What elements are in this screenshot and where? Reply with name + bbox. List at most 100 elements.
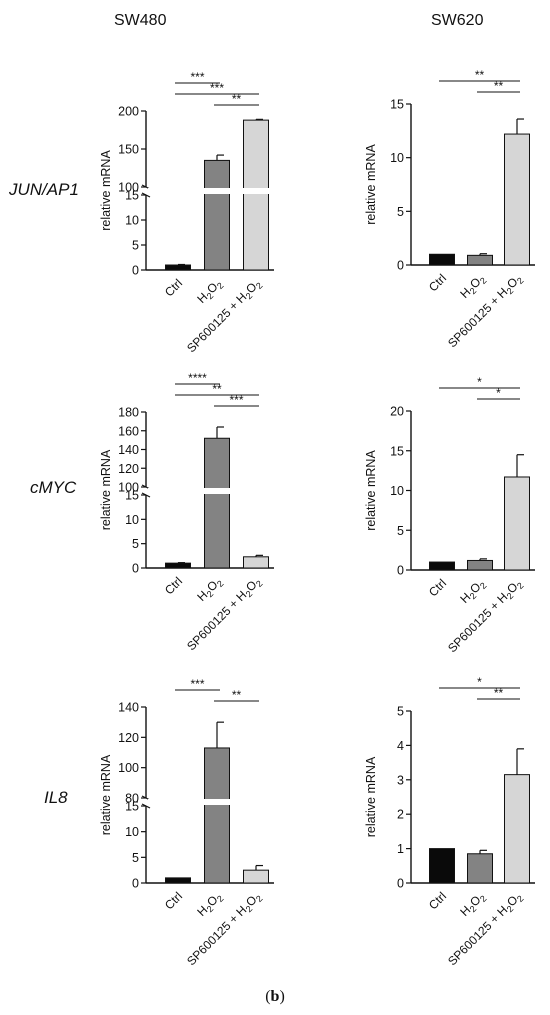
bar-0 <box>429 253 455 266</box>
bar-1 <box>204 159 230 271</box>
y-axis-label: relative mRNA <box>99 150 113 231</box>
bar-0 <box>165 264 191 271</box>
column-title-sw620: SW620 <box>431 12 484 29</box>
significance-label: ** <box>494 686 504 700</box>
panel-label: (b) <box>0 988 550 1006</box>
y-tick-label: 5 <box>132 851 139 865</box>
panel-label-letter: b <box>270 988 280 1005</box>
bar-0 <box>165 562 191 569</box>
y-tick-label: 150 <box>118 143 139 157</box>
axis-break-gap <box>148 799 276 805</box>
bar-2 <box>504 133 530 266</box>
significance-label: * <box>496 386 501 400</box>
y-tick-label: 5 <box>397 205 404 219</box>
x-tick-label-1: H2O2 <box>194 889 225 920</box>
bar-2 <box>504 476 530 571</box>
y-tick-label: 0 <box>397 259 404 273</box>
y-tick-label: 15 <box>125 800 139 814</box>
y-tick-label: 120 <box>118 731 139 745</box>
x-tick-label-0: Ctrl <box>426 576 449 599</box>
x-tick-label-0: Ctrl <box>162 276 185 299</box>
y-tick-label: 5 <box>132 537 139 551</box>
y-tick-label: 80 <box>125 792 139 806</box>
x-tick-label-0: Ctrl <box>162 574 185 597</box>
y-tick-label: 10 <box>390 484 404 498</box>
y-axis-label: relative mRNA <box>99 754 113 835</box>
bar-2 <box>243 119 269 271</box>
axis-break-gap <box>148 188 276 194</box>
y-tick-label: 0 <box>132 264 139 278</box>
y-tick-label: 120 <box>118 462 139 476</box>
y-tick-label: 10 <box>390 151 404 165</box>
y-tick-label: 200 <box>118 105 139 119</box>
bar-1 <box>467 853 493 884</box>
row-label-il8: IL8 <box>44 788 68 807</box>
significance-label: ** <box>232 688 242 702</box>
y-axis-label: relative mRNA <box>364 756 378 837</box>
y-axis-label: relative mRNA <box>364 144 378 225</box>
panel-label-close: ) <box>279 988 285 1005</box>
column-title-sw480: SW480 <box>114 12 167 29</box>
y-tick-label: 0 <box>397 564 404 578</box>
y-tick-label: 5 <box>132 239 139 253</box>
x-tick-label-0: Ctrl <box>426 271 449 294</box>
x-tick-label-1: H2O2 <box>194 574 225 605</box>
x-tick-label-1: H2O2 <box>457 271 488 302</box>
significance-label: * <box>477 675 482 689</box>
y-tick-label: 140 <box>118 701 139 715</box>
x-tick-label-1: H2O2 <box>457 576 488 607</box>
y-tick-label: 20 <box>390 405 404 419</box>
y-tick-label: 140 <box>118 443 139 457</box>
x-tick-label-0: Ctrl <box>162 889 185 912</box>
axis-break-gap <box>148 488 276 494</box>
y-tick-label: 15 <box>125 489 139 503</box>
row-label-cmyc: cMYC <box>30 478 77 497</box>
y-tick-label: 100 <box>118 761 139 775</box>
y-tick-label: 2 <box>397 808 404 822</box>
bar-1 <box>204 747 230 884</box>
significance-label: **** <box>188 371 207 385</box>
significance-label: * <box>477 375 482 389</box>
y-tick-label: 15 <box>125 189 139 203</box>
bar-1 <box>204 437 230 569</box>
significance-label: *** <box>229 393 243 407</box>
y-tick-label: 15 <box>390 98 404 112</box>
significance-label: *** <box>190 70 204 84</box>
y-tick-label: 160 <box>118 424 139 438</box>
bar-1 <box>467 254 493 266</box>
y-tick-label: 100 <box>118 181 139 195</box>
significance-label: ** <box>494 79 504 93</box>
significance-label: ** <box>232 92 242 106</box>
y-tick-label: 5 <box>397 524 404 538</box>
y-tick-label: 4 <box>397 739 404 753</box>
y-tick-label: 10 <box>125 214 139 228</box>
bar-0 <box>165 877 191 884</box>
panel-label-open: ( <box>265 988 271 1005</box>
bar-1 <box>467 559 493 571</box>
significance-label: ** <box>212 382 222 396</box>
y-tick-label: 10 <box>125 513 139 527</box>
y-tick-label: 15 <box>390 444 404 458</box>
y-tick-label: 5 <box>397 705 404 719</box>
bar-0 <box>429 848 455 884</box>
x-tick-label-1: H2O2 <box>194 276 225 307</box>
x-tick-label-0: Ctrl <box>426 889 449 912</box>
row-label-jun-ap1: JUN/AP1 <box>9 180 79 199</box>
significance-label: *** <box>190 677 204 691</box>
y-tick-label: 10 <box>125 825 139 839</box>
bar-2 <box>243 556 269 569</box>
y-tick-label: 0 <box>132 877 139 891</box>
significance-label: *** <box>210 81 224 95</box>
y-axis-label: relative mRNA <box>364 450 378 531</box>
y-tick-label: 100 <box>118 481 139 495</box>
x-tick-label-1: H2O2 <box>457 889 488 920</box>
y-tick-label: 0 <box>132 562 139 576</box>
y-tick-label: 0 <box>397 877 404 891</box>
bar-0 <box>429 561 455 571</box>
y-tick-label: 180 <box>118 406 139 420</box>
bar-2 <box>504 774 530 884</box>
